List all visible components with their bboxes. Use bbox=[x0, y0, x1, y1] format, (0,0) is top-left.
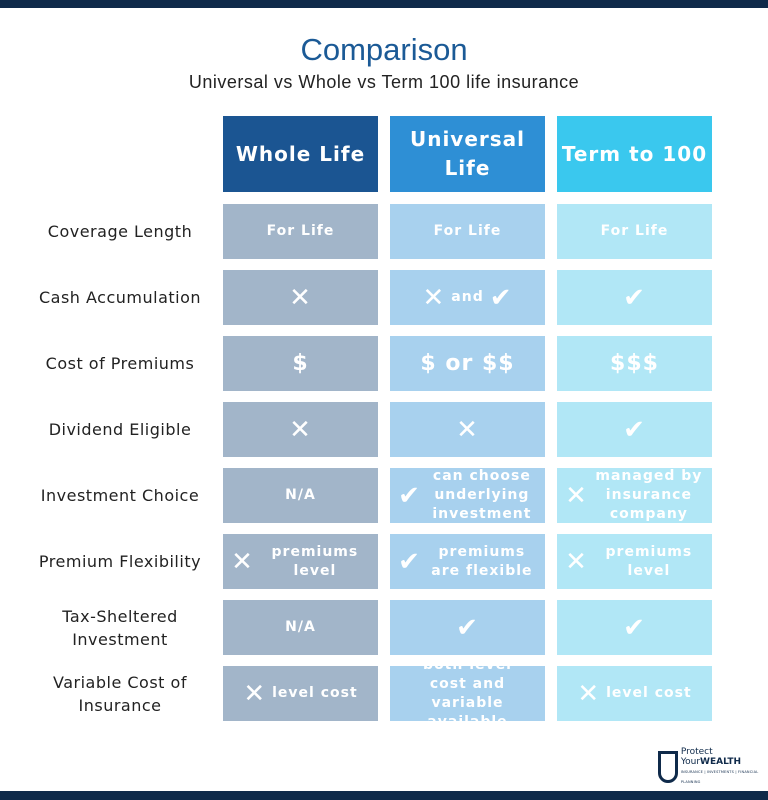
x-icon: ✕ bbox=[231, 546, 254, 577]
column-header: Universal Life bbox=[390, 116, 545, 192]
check-icon: ✔ bbox=[623, 612, 646, 643]
cell-text: and bbox=[451, 289, 484, 305]
check-icon: ✔ bbox=[398, 546, 421, 577]
logo-name: Protect Your bbox=[680, 747, 713, 767]
table-cell: N/A bbox=[223, 600, 378, 655]
table-cell: ✕ and ✔ bbox=[390, 270, 545, 325]
table-cell: ✔ bbox=[557, 402, 712, 457]
table-cell: ✔ bbox=[557, 270, 712, 325]
logo-strong: WEALTH bbox=[700, 757, 742, 767]
table-cell: ✕ bbox=[223, 270, 378, 325]
table-cell: For Life bbox=[557, 204, 712, 259]
cell-text: level cost bbox=[272, 685, 358, 701]
cell-text: $ bbox=[292, 351, 309, 376]
cell-text: both level cost and variable available bbox=[423, 656, 512, 730]
table-cell: For Life bbox=[223, 204, 378, 259]
x-icon: ✕ bbox=[289, 414, 312, 445]
check-icon: ✔ bbox=[623, 414, 646, 445]
x-icon: ✕ bbox=[565, 546, 588, 577]
logo: Protect YourWEALTH INSURANCE | INVESTMENT… bbox=[658, 747, 766, 785]
table-cell: $ bbox=[223, 336, 378, 391]
x-icon: ✕ bbox=[456, 414, 479, 445]
cell-text: For Life bbox=[433, 223, 502, 239]
table-cell: ✕ premiums level bbox=[557, 534, 712, 589]
table-cell: ✕ managed by insurance company bbox=[557, 468, 712, 523]
cell-text: N/A bbox=[285, 619, 316, 635]
row-label: Cost of Premiums bbox=[45, 354, 195, 373]
table-cell: N/A bbox=[223, 468, 378, 523]
row-label: Variable Cost of Insurance bbox=[53, 672, 187, 715]
page-title: Comparison bbox=[300, 32, 468, 67]
table-cell: $$$ bbox=[557, 336, 712, 391]
row-label: Dividend Eligible bbox=[48, 420, 192, 439]
cell-text: premiums are flexible bbox=[431, 543, 533, 579]
table-cell: ✔ can choose underlying investment bbox=[390, 468, 545, 523]
cell-text: N/A bbox=[285, 487, 316, 503]
x-icon: ✕ bbox=[422, 282, 446, 313]
row-label: Premium Flexibility bbox=[38, 552, 202, 571]
cell-text: $$$ bbox=[610, 351, 659, 376]
top-bar bbox=[0, 0, 768, 8]
table-cell: ✕ level cost bbox=[223, 666, 378, 721]
table-cell: ✕ level cost bbox=[557, 666, 712, 721]
cell-text: level cost bbox=[606, 685, 692, 701]
table-cell: ✔ bbox=[390, 600, 545, 655]
cell-text: $ or $$ bbox=[420, 351, 515, 376]
row-label: Tax-Sheltered Investment bbox=[62, 606, 178, 649]
cell-text: premiums level bbox=[605, 543, 693, 579]
table-cell: For Life bbox=[390, 204, 545, 259]
column-header: Whole Life bbox=[223, 116, 378, 192]
x-icon: ✕ bbox=[243, 678, 267, 709]
cell-text: For Life bbox=[266, 223, 335, 239]
shield-icon bbox=[658, 751, 678, 783]
table-cell: both level cost and variable available bbox=[390, 657, 545, 730]
check-icon: ✔ bbox=[489, 282, 513, 313]
x-icon: ✕ bbox=[289, 282, 312, 313]
x-icon: ✕ bbox=[577, 678, 601, 709]
page-subtitle: Universal vs Whole vs Term 100 life insu… bbox=[188, 72, 580, 92]
check-icon: ✔ bbox=[398, 480, 421, 511]
table-cell: ✕ premiums level bbox=[223, 534, 378, 589]
logo-tagline: INSURANCE | INVESTMENTS | FINANCIAL PLAN… bbox=[680, 770, 759, 784]
x-icon: ✕ bbox=[565, 480, 588, 511]
table-cell: $ or $$ bbox=[390, 336, 545, 391]
cell-text: premiums level bbox=[271, 543, 359, 579]
row-label: Cash Accumulation bbox=[38, 288, 202, 307]
table-cell: ✕ bbox=[223, 402, 378, 457]
row-label: Coverage Length bbox=[47, 222, 193, 241]
cell-text: managed by insurance company bbox=[595, 468, 703, 522]
cell-text: can choose underlying investment bbox=[432, 468, 532, 522]
cell-text: For Life bbox=[600, 223, 669, 239]
check-icon: ✔ bbox=[456, 612, 479, 643]
table-cell: ✔ bbox=[557, 600, 712, 655]
column-header: Term to 100 bbox=[557, 116, 712, 192]
check-icon: ✔ bbox=[623, 282, 646, 313]
bottom-bar bbox=[0, 791, 768, 800]
table-cell: ✔ premiums are flexible bbox=[390, 534, 545, 589]
row-label: Investment Choice bbox=[40, 486, 200, 505]
table-cell: ✕ bbox=[390, 402, 545, 457]
